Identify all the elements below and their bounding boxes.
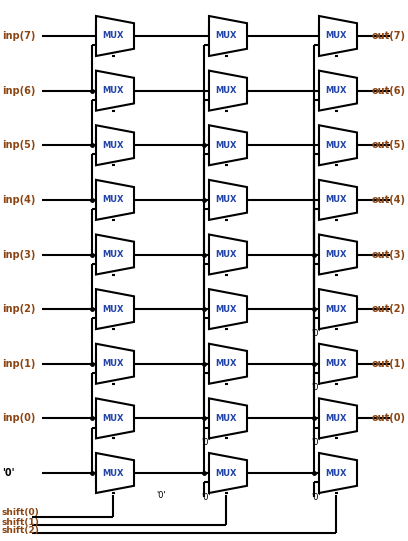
Text: out(0): out(0) [372,413,406,424]
Text: MUX: MUX [103,195,124,204]
Polygon shape [96,71,134,110]
Text: MUX: MUX [326,195,347,204]
Text: '0': '0' [311,383,321,392]
Text: MUX: MUX [326,86,347,95]
Text: inp(0): inp(0) [2,413,35,424]
Polygon shape [319,71,357,110]
Polygon shape [96,453,134,493]
Text: out(3): out(3) [372,249,406,260]
Text: '0': '0' [311,438,321,447]
Text: out(6): out(6) [372,85,406,96]
Text: MUX: MUX [216,86,237,95]
Polygon shape [319,126,357,165]
Text: MUX: MUX [103,359,124,368]
Polygon shape [209,16,247,56]
Polygon shape [96,344,134,384]
Text: MUX: MUX [326,141,347,150]
Polygon shape [96,126,134,165]
Polygon shape [96,289,134,329]
Text: MUX: MUX [103,414,124,423]
Polygon shape [96,16,134,56]
Text: MUX: MUX [216,305,237,314]
Text: '0': '0' [311,328,321,338]
Text: inp(1): inp(1) [2,359,35,369]
Text: inp(2): inp(2) [2,304,35,314]
Polygon shape [319,289,357,329]
Polygon shape [319,180,357,220]
Polygon shape [319,344,357,384]
Text: out(5): out(5) [372,140,406,150]
Text: out(7): out(7) [372,31,406,41]
Text: MUX: MUX [326,305,347,314]
Polygon shape [209,126,247,165]
Text: shift(1): shift(1) [2,518,40,526]
Text: MUX: MUX [326,469,347,478]
Text: MUX: MUX [326,250,347,259]
Text: MUX: MUX [216,250,237,259]
Text: '0': '0' [201,438,211,447]
Polygon shape [209,180,247,220]
Text: MUX: MUX [216,31,237,41]
Text: MUX: MUX [326,414,347,423]
Text: out(4): out(4) [372,195,406,205]
Text: MUX: MUX [216,414,237,423]
Text: MUX: MUX [216,195,237,204]
Text: MUX: MUX [103,469,124,478]
Text: MUX: MUX [103,86,124,95]
Text: out(1): out(1) [372,359,406,369]
Text: MUX: MUX [326,359,347,368]
Polygon shape [209,453,247,493]
Text: MUX: MUX [326,31,347,41]
Polygon shape [319,234,357,274]
Text: MUX: MUX [103,305,124,314]
Text: '0': '0' [311,492,321,502]
Polygon shape [209,398,247,438]
Polygon shape [209,289,247,329]
Polygon shape [209,234,247,274]
Text: '0': '0' [2,468,15,478]
Text: '0': '0' [157,491,166,499]
Text: MUX: MUX [103,250,124,259]
Polygon shape [209,71,247,110]
Polygon shape [96,180,134,220]
Text: MUX: MUX [216,469,237,478]
Polygon shape [96,398,134,438]
Text: inp(3): inp(3) [2,249,35,260]
Text: inp(7): inp(7) [2,31,35,41]
Text: MUX: MUX [216,141,237,150]
Text: '0': '0' [201,492,211,502]
Text: shift(0): shift(0) [2,509,40,518]
Text: MUX: MUX [216,359,237,368]
Text: MUX: MUX [103,141,124,150]
Text: inp(6): inp(6) [2,85,35,96]
Text: inp(5): inp(5) [2,140,35,150]
Text: MUX: MUX [103,31,124,41]
Polygon shape [96,234,134,274]
Text: inp(4): inp(4) [2,195,35,205]
Polygon shape [319,453,357,493]
Text: out(2): out(2) [372,304,406,314]
Text: shift(2): shift(2) [2,526,40,536]
Polygon shape [319,16,357,56]
Polygon shape [209,344,247,384]
Polygon shape [319,398,357,438]
